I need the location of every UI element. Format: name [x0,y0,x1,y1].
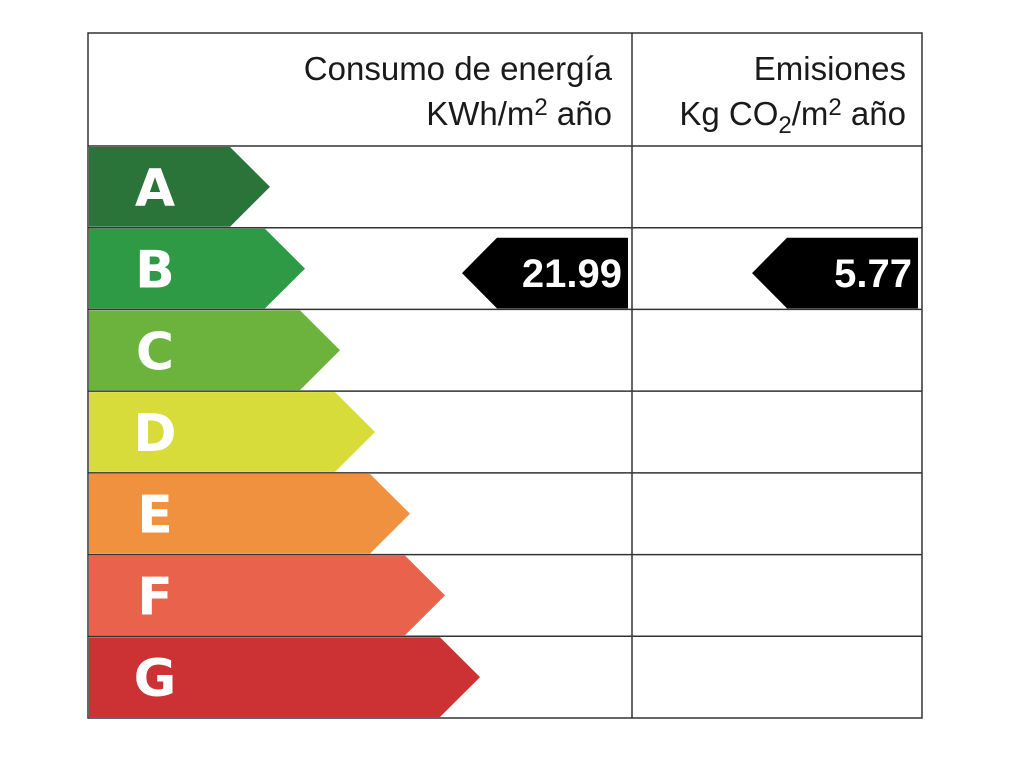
grade-arrow [89,392,375,472]
unit-part: año [842,95,906,132]
grade-letter: E [137,486,173,546]
unit-part: KWh/m [426,95,534,132]
rating-marker [752,237,918,309]
rating-value: 5.77 [834,252,912,296]
rating-value: 21.99 [522,252,622,296]
grade-letter: F [137,567,173,627]
table-border [87,32,923,719]
grade-arrow [89,228,305,309]
grade-arrow [89,310,340,391]
grade-letter: B [135,241,175,301]
rating-marker [462,237,628,309]
grade-letter: C [136,322,174,382]
unit-part: año [548,95,612,132]
unit-sup: 2 [534,94,547,121]
emissions-unit: Kg CO2/m2 año [679,94,906,139]
grade-arrow [89,147,270,227]
unit-sub: 2 [778,112,791,139]
emissions-title: Emisiones [754,50,906,87]
grade-letter: D [133,404,176,464]
energy-unit: KWh/m2 año [426,94,612,132]
unit-sup: 2 [828,94,841,121]
unit-part: Kg CO [679,95,778,132]
grade-arrow [89,473,410,554]
grade-letter: A [135,159,175,219]
grade-arrow [89,637,480,717]
grade-arrow [89,555,445,636]
energy-title: Consumo de energía [304,50,613,87]
unit-part: /m [792,95,829,132]
grade-letter: G [134,649,177,709]
